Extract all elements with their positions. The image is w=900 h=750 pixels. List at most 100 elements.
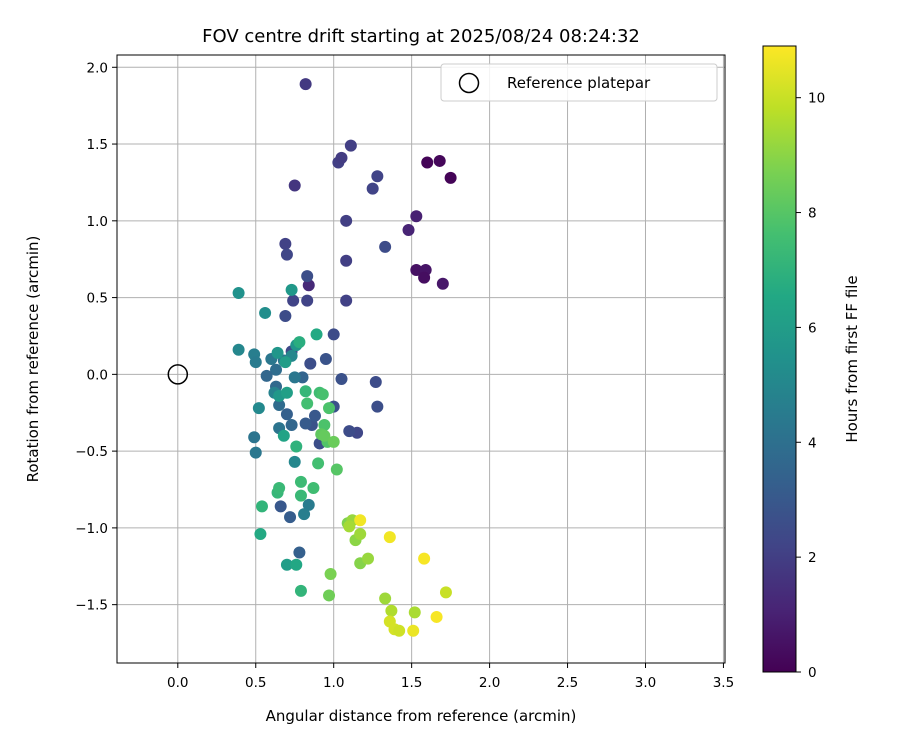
legend-box [440,63,718,102]
data-point [323,402,336,415]
data-point [369,376,382,389]
data-point [343,520,356,533]
data-point [327,435,340,448]
data-point [249,356,262,369]
legend: Reference platepar [440,63,718,102]
data-point [430,610,443,623]
y-tick-label: −1.0 [75,521,108,537]
data-point [310,328,323,341]
data-point [433,154,446,167]
data-point [299,385,312,398]
colorbar-tick-label: 4 [808,435,817,451]
data-point [354,514,367,527]
x-tick-label: 0.0 [167,675,188,691]
colorbar-tick-label: 6 [808,320,817,336]
y-axis-label: Rotation from reference (arcmin) [24,236,42,483]
data-point [316,388,329,401]
colorbar-tick-label: 8 [808,206,817,222]
x-tick-label: 3.5 [713,675,734,691]
y-axis-ticks: −1.5 −1.0 −0.5 0.0 0.5 1.0 1.5 2.0 [75,60,117,614]
data-point [323,589,336,602]
data-point [371,170,384,183]
data-point [298,508,311,521]
data-point [410,210,423,223]
colorbar-ticks: 0 2 4 6 8 10 [796,91,825,681]
data-point [288,455,301,468]
data-point [393,624,406,637]
data-point [408,606,421,619]
data-point [308,409,321,422]
data-point [260,369,273,382]
data-point [318,429,331,442]
data-point [385,604,398,617]
y-tick-label: 1.0 [87,214,108,230]
data-point [259,306,272,319]
legend-entry-reference-platepar: Reference platepar [507,74,651,92]
data-points [232,78,457,637]
data-point [330,463,343,476]
data-point [340,214,353,227]
data-point [285,283,298,296]
data-point [293,336,306,349]
data-point [418,552,431,565]
data-point [421,156,434,169]
colorbar-gradient [762,45,797,673]
reference-platepar-marker [167,364,189,385]
data-point [290,558,303,571]
data-point [340,254,353,267]
data-point [340,294,353,307]
data-point [439,586,452,599]
data-point [294,475,307,488]
y-tick-label: 0.0 [87,367,108,383]
data-point [273,481,286,494]
data-point [293,546,306,559]
data-point [410,263,423,276]
data-point [361,552,374,565]
data-point [304,357,317,370]
data-point [280,386,293,399]
data-point [402,224,415,237]
data-point [301,270,314,283]
data-point [299,78,312,91]
data-point [299,417,312,430]
chart-title: FOV centre drift starting at 2025/08/24 … [202,26,640,47]
data-point [436,277,449,290]
x-tick-label: 2.0 [479,675,500,691]
data-point [301,397,314,410]
data-point [294,489,307,502]
data-point [343,425,356,438]
data-point [366,182,379,195]
colorbar-tick-label: 2 [808,550,817,566]
data-point [284,511,297,524]
data-point [270,363,283,376]
data-point [294,584,307,597]
data-point [379,592,392,605]
data-point [319,353,332,365]
data-point [254,528,267,541]
data-point [383,531,396,544]
colorbar-tick-label: 10 [808,91,825,107]
data-point [271,346,284,359]
x-tick-label: 2.5 [557,675,578,691]
colorbar-label: Hours from first FF file [843,275,861,442]
data-point [280,558,293,571]
data-point [252,402,265,415]
data-point [248,431,261,444]
data-point [379,240,392,253]
data-point [344,139,357,152]
data-point [407,624,420,637]
x-tick-label: 1.0 [323,675,344,691]
data-point [288,179,301,192]
y-tick-label: 0.5 [87,291,108,307]
data-point [232,343,245,356]
data-point [307,481,320,494]
y-tick-label: −0.5 [75,444,108,460]
data-point [274,500,287,513]
x-axis-label: Angular distance from reference (arcmin) [266,707,577,725]
y-tick-label: 1.5 [87,137,108,153]
data-point [324,567,337,580]
data-point [302,498,315,511]
y-tick-label: 2.0 [87,60,108,76]
data-point [371,400,384,413]
